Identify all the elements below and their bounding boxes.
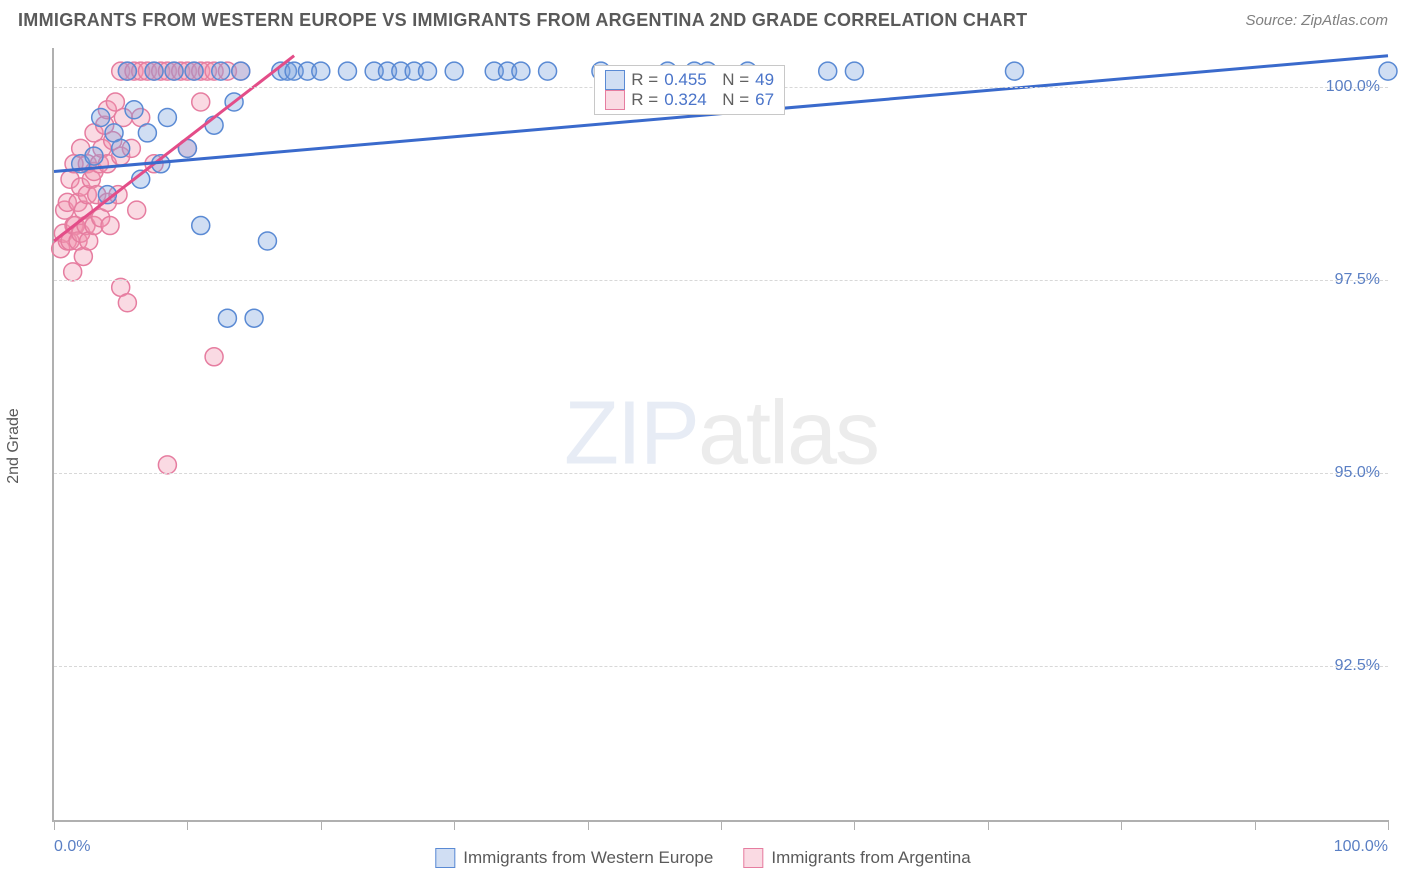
data-point xyxy=(258,232,276,250)
swatch-pink xyxy=(743,848,763,868)
xtick xyxy=(1388,820,1389,830)
chart-title: IMMIGRANTS FROM WESTERN EUROPE VS IMMIGR… xyxy=(18,10,1027,31)
xtick xyxy=(1255,820,1256,830)
xtick xyxy=(1121,820,1122,830)
data-point xyxy=(419,62,437,80)
data-point xyxy=(118,62,136,80)
data-point xyxy=(1379,62,1397,80)
data-point xyxy=(192,217,210,235)
xtick xyxy=(454,820,455,830)
xtick-label: 100.0% xyxy=(1334,838,1388,856)
n-label: N = xyxy=(713,90,749,110)
xtick-label: 0.0% xyxy=(54,838,90,856)
data-point xyxy=(245,309,263,327)
data-point xyxy=(125,101,143,119)
xtick xyxy=(588,820,589,830)
data-point xyxy=(85,147,103,165)
chart-svg xyxy=(54,48,1388,820)
legend-item-blue: Immigrants from Western Europe xyxy=(435,848,713,868)
data-point xyxy=(92,108,110,126)
ytick-label: 97.5% xyxy=(1335,271,1380,289)
data-point xyxy=(1005,62,1023,80)
xtick xyxy=(321,820,322,830)
data-point xyxy=(232,62,250,80)
ytick-label: 100.0% xyxy=(1326,78,1380,96)
data-point xyxy=(205,348,223,366)
gridline-h xyxy=(54,280,1388,281)
data-point xyxy=(112,139,130,157)
bottom-legend: Immigrants from Western Europe Immigrant… xyxy=(435,848,970,868)
data-point xyxy=(101,217,119,235)
ytick-label: 92.5% xyxy=(1335,657,1380,675)
xtick xyxy=(721,820,722,830)
data-point xyxy=(218,309,236,327)
r-value: 0.455 xyxy=(664,70,707,90)
n-value: 67 xyxy=(755,90,774,110)
plot-area: ZIPatlas 92.5%95.0%97.5%100.0%0.0%100.0%… xyxy=(52,48,1388,822)
data-point xyxy=(138,124,156,142)
data-point xyxy=(165,62,183,80)
chart-source: Source: ZipAtlas.com xyxy=(1245,12,1388,29)
data-point xyxy=(845,62,863,80)
gridline-h xyxy=(54,473,1388,474)
chart-header: IMMIGRANTS FROM WESTERN EUROPE VS IMMIGR… xyxy=(0,0,1406,35)
xtick xyxy=(54,820,55,830)
data-point xyxy=(118,294,136,312)
data-point xyxy=(185,62,203,80)
data-point xyxy=(338,62,356,80)
data-point xyxy=(312,62,330,80)
legend-label-blue: Immigrants from Western Europe xyxy=(463,848,713,868)
data-point xyxy=(512,62,530,80)
n-value: 49 xyxy=(755,70,774,90)
data-point xyxy=(539,62,557,80)
xtick xyxy=(854,820,855,830)
plot-wrapper: ZIPatlas 92.5%95.0%97.5%100.0%0.0%100.0%… xyxy=(52,48,1388,822)
swatch-blue xyxy=(435,848,455,868)
stats-legend: R = 0.455 N = 49R = 0.324 N = 67 xyxy=(594,65,785,115)
data-point xyxy=(212,62,230,80)
data-point xyxy=(158,108,176,126)
r-value: 0.324 xyxy=(664,90,707,110)
data-point xyxy=(192,93,210,111)
y-axis-label: 2nd Grade xyxy=(5,408,23,484)
swatch-pink xyxy=(605,90,625,110)
data-point xyxy=(445,62,463,80)
r-label: R = xyxy=(631,90,658,110)
r-label: R = xyxy=(631,70,658,90)
xtick xyxy=(187,820,188,830)
data-point xyxy=(64,263,82,281)
swatch-blue xyxy=(605,70,625,90)
legend-label-pink: Immigrants from Argentina xyxy=(771,848,970,868)
data-point xyxy=(145,62,163,80)
data-point xyxy=(158,456,176,474)
ytick-label: 95.0% xyxy=(1335,464,1380,482)
stats-legend-row: R = 0.455 N = 49 xyxy=(605,70,774,90)
gridline-h xyxy=(54,666,1388,667)
legend-item-pink: Immigrants from Argentina xyxy=(743,848,970,868)
xtick xyxy=(988,820,989,830)
stats-legend-row: R = 0.324 N = 67 xyxy=(605,90,774,110)
data-point xyxy=(819,62,837,80)
n-label: N = xyxy=(713,70,749,90)
data-point xyxy=(128,201,146,219)
